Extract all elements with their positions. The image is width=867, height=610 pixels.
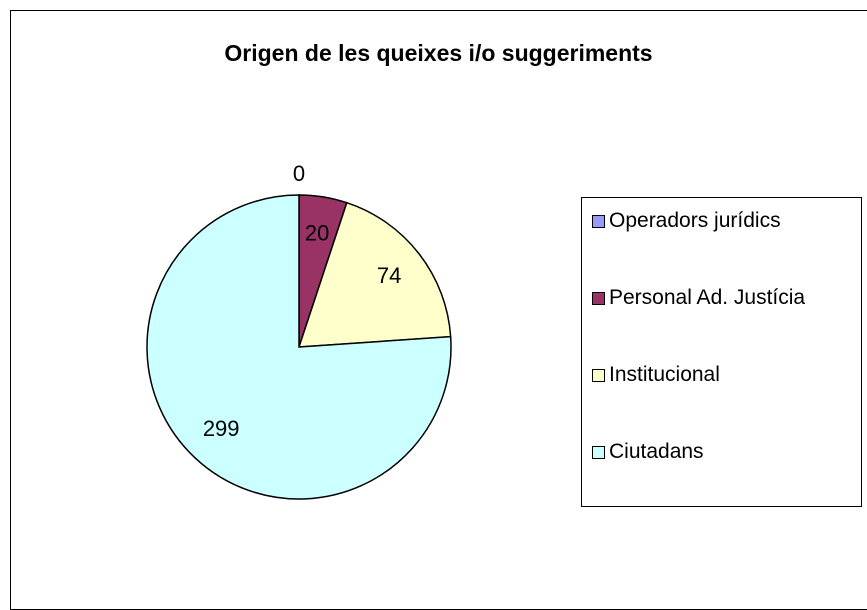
chart-title: Origen de les queixes i/o suggeriments: [224, 40, 653, 66]
pie-slice: [146, 194, 452, 500]
legend-item: Institucional: [592, 362, 861, 439]
legend-swatch: [592, 292, 605, 305]
data-label: 0: [293, 161, 305, 186]
data-label: 74: [377, 263, 401, 288]
legend-label: Operadors jurídics: [609, 209, 781, 232]
legend-label: Personal Ad. Justícia: [609, 286, 806, 309]
legend-item: Ciutadans: [592, 439, 861, 516]
legend: Operadors jurídics Personal Ad. Justícia I…: [581, 197, 862, 507]
pie-slice: [297, 201, 452, 348]
legend-swatch: [592, 369, 605, 382]
legend-label: Institucional: [609, 363, 720, 386]
data-label: 20: [305, 220, 329, 245]
data-label: 299: [203, 416, 240, 441]
legend-swatch: [592, 446, 605, 459]
legend-swatch: [592, 215, 605, 228]
legend-item: Personal Ad. Justícia: [592, 285, 861, 362]
legend-label: Ciutadans: [609, 440, 704, 463]
legend-item: Operadors jurídics: [592, 208, 861, 285]
